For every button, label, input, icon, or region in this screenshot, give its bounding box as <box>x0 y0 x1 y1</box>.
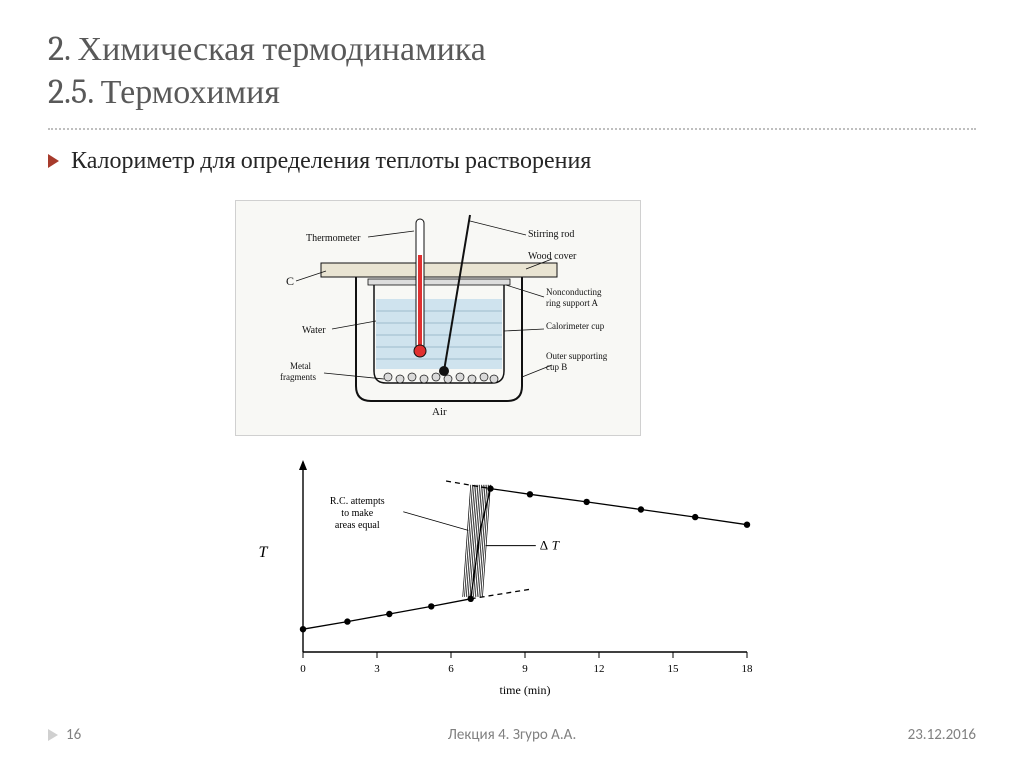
svg-text:ring support A: ring support A <box>546 298 599 308</box>
footer: 16 Лекция 4. Згуро А.А. 23.12.2016 <box>48 726 976 744</box>
svg-text:Wood cover: Wood cover <box>528 251 577 262</box>
svg-text:T: T <box>259 544 269 561</box>
title-line-2: 2.5. Термохимия <box>48 71 976 114</box>
svg-text:to make: to make <box>341 508 373 519</box>
bullet-text: Калориметр для определения теплоты раств… <box>71 146 591 175</box>
temperature-chart: 0369121518time (min)TΔTR.C. attemptsto m… <box>235 450 765 700</box>
svg-text:Air: Air <box>432 406 447 418</box>
footer-center: Лекция 4. Згуро А.А. <box>448 726 576 744</box>
svg-text:time (min): time (min) <box>500 683 551 697</box>
svg-text:cup B: cup B <box>546 362 567 372</box>
svg-text:15: 15 <box>668 663 680 675</box>
svg-text:Δ: Δ <box>540 538 548 553</box>
svg-text:0: 0 <box>300 663 306 675</box>
svg-text:R.C. attempts: R.C. attempts <box>330 496 385 507</box>
svg-text:Stirring rod: Stirring rod <box>528 229 574 240</box>
calorimeter-diagram: Thermometer Stirring rod Wood cover Nonc… <box>235 200 641 436</box>
footer-arrow-icon <box>48 729 58 741</box>
footer-date: 23.12.2016 <box>908 726 976 744</box>
footer-page: 16 <box>48 726 81 744</box>
svg-text:Outer supporting: Outer supporting <box>546 351 608 361</box>
title-line-1: 2. Химическая термодинамика <box>48 28 976 71</box>
svg-text:9: 9 <box>522 663 528 675</box>
svg-text:Thermometer: Thermometer <box>306 233 361 244</box>
svg-text:T: T <box>552 538 560 553</box>
svg-text:6: 6 <box>448 663 454 675</box>
svg-text:12: 12 <box>594 663 605 675</box>
svg-text:Water: Water <box>302 325 326 336</box>
page-number: 16 <box>66 726 81 744</box>
title-block: 2. Химическая термодинамика 2.5. Термохи… <box>48 28 976 113</box>
bullet-row: Калориметр для определения теплоты раств… <box>48 146 591 175</box>
svg-text:C: C <box>286 274 294 288</box>
bullet-arrow-icon <box>48 154 59 168</box>
title-divider <box>48 128 976 130</box>
svg-text:Nonconducting: Nonconducting <box>546 287 602 297</box>
svg-text:18: 18 <box>742 663 754 675</box>
svg-text:Calorimeter cup: Calorimeter cup <box>546 321 605 331</box>
svg-text:areas equal: areas equal <box>335 520 380 531</box>
svg-text:fragments: fragments <box>280 372 316 382</box>
svg-text:3: 3 <box>374 663 380 675</box>
slide: { "title": { "line1": "2. Химическая тер… <box>0 0 1024 768</box>
svg-text:Metal: Metal <box>290 361 311 371</box>
